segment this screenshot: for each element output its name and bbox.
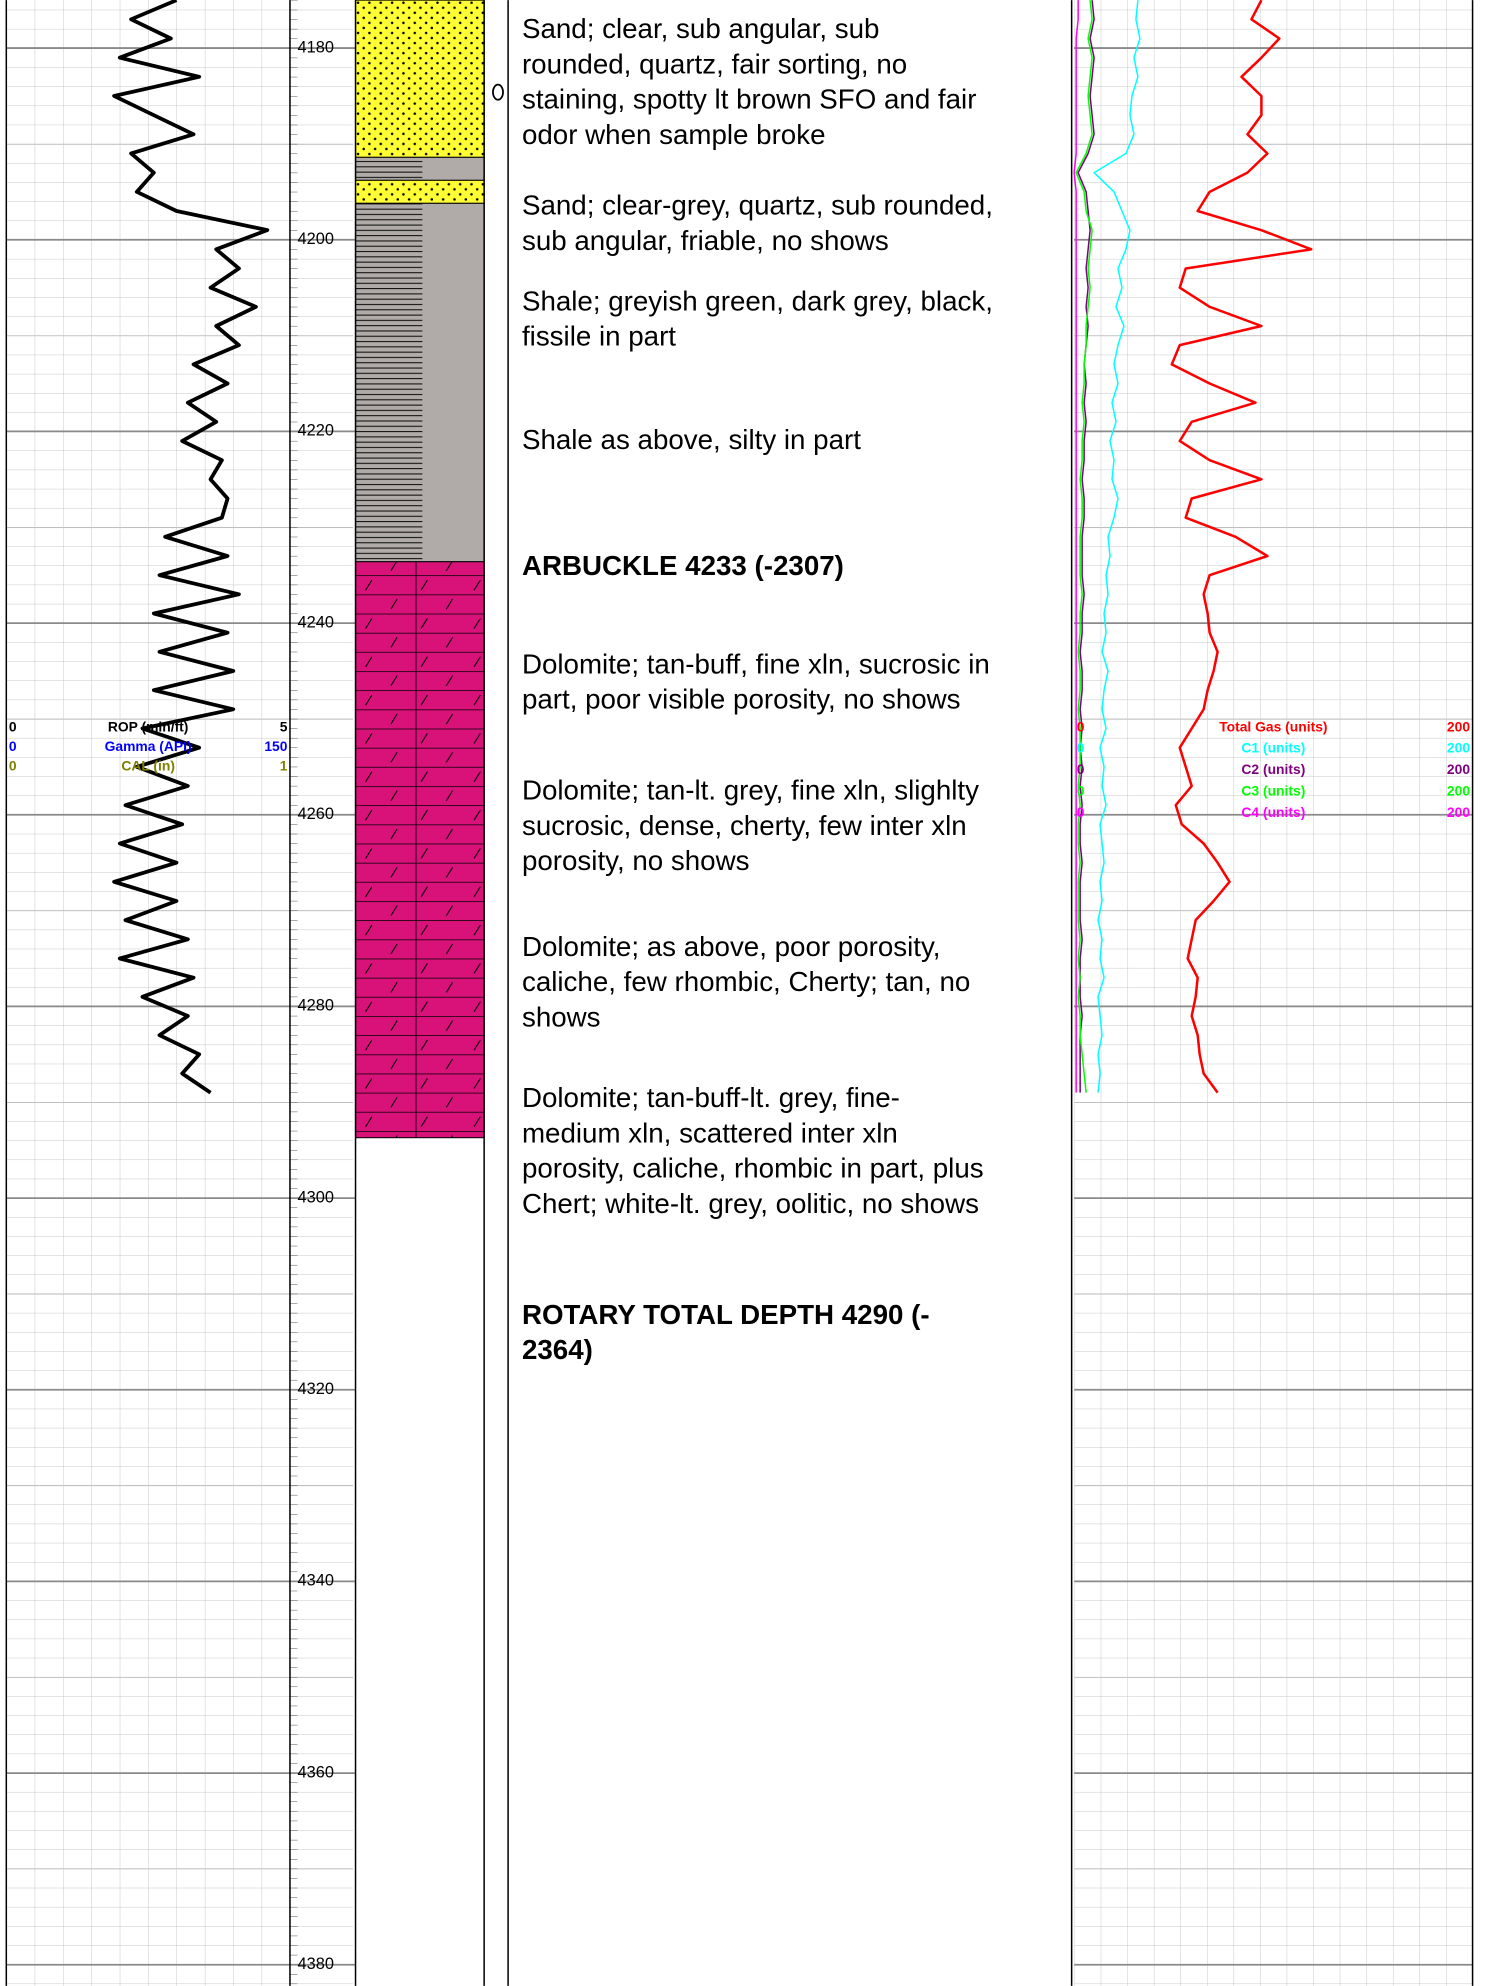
- vertical-grid: [1074, 0, 1473, 1986]
- description-line: Shale; greyish green, dark grey, black,: [522, 285, 993, 316]
- depth-label: 4280: [298, 997, 334, 1015]
- lithology-pattern: [355, 0, 485, 158]
- description-line: Dolomite; tan-lt. grey, fine xln, slighl…: [522, 774, 979, 805]
- description-line: Shale as above, silty in part: [522, 424, 861, 455]
- scale-headers: 0 ROP (min/ft) 5 0 Gamma (API) 150 0 CAL (in) 1 0…: [9, 718, 1471, 820]
- description-line: medium xln, scattered inter xln: [522, 1117, 898, 1148]
- scale-min: 0: [1077, 804, 1085, 820]
- curves: [112, 0, 1313, 1095]
- scale-max: 200: [1447, 740, 1470, 756]
- description-line: Sand; clear, sub angular, sub: [522, 13, 880, 44]
- description-line: caliche, few rhombic, Cherty; tan, no: [522, 966, 970, 997]
- scale-min: 0: [1077, 740, 1085, 756]
- log-curve: [1170, 0, 1313, 1094]
- log-curve: [112, 0, 270, 1095]
- scale-max: 5: [280, 718, 288, 734]
- scale-name: C1 (units): [1241, 740, 1305, 756]
- depth-label: 4300: [298, 1188, 334, 1206]
- scale-name: Total Gas (units): [1219, 718, 1327, 734]
- lithology-pattern: [355, 179, 485, 204]
- description-line: shows: [522, 1001, 601, 1032]
- description-line: sucrosic, dense, cherty, few inter xln: [522, 810, 967, 841]
- description-line: odor when sample broke: [522, 119, 826, 150]
- depth-label: 4180: [298, 38, 334, 56]
- scale-min: 0: [9, 738, 17, 754]
- show-symbol: [492, 83, 504, 101]
- description-line: porosity, caliche, rhombic in part, plus: [522, 1153, 984, 1184]
- depth-label: 4360: [298, 1763, 334, 1781]
- depth-label: 4320: [298, 1380, 334, 1398]
- scale-max: 1: [280, 757, 288, 773]
- log-curve: [1077, 0, 1095, 1093]
- depth-label: 4200: [298, 230, 334, 248]
- description-line: part, poor visible porosity, no shows: [522, 684, 961, 715]
- scale-min: 0: [9, 757, 17, 773]
- scale-max: 200: [1447, 783, 1470, 799]
- scale-name: C3 (units): [1241, 783, 1305, 799]
- scale-min: 0: [9, 718, 17, 734]
- description-line: fissile in part: [522, 321, 676, 352]
- description-line: Dolomite; as above, poor porosity,: [522, 931, 941, 962]
- depth-label: 4240: [298, 613, 334, 631]
- description-line: porosity, no shows: [522, 845, 750, 876]
- scale-min: 0: [1077, 761, 1085, 777]
- log-curve: [1073, 0, 1079, 1093]
- description-line: rounded, quartz, fair sorting, no: [522, 48, 907, 79]
- track-borders: [5, 0, 1474, 1986]
- scale-max: 150: [264, 738, 287, 754]
- scale-name: CAL (in): [121, 757, 175, 773]
- description-line: 2364): [522, 1334, 593, 1365]
- description-line: ARBUCKLE 4233 (-2307): [522, 550, 844, 581]
- descriptions: Sand; clear, sub angular, sub rounded, qu…: [522, 13, 993, 1365]
- description-line: Dolomite; tan-buff, fine xln, sucrosic i…: [522, 648, 990, 679]
- log-curve: [1075, 0, 1093, 1093]
- scale-name: C4 (units): [1241, 804, 1305, 820]
- lithology-pattern: [355, 202, 485, 563]
- scale-name: ROP (min/ft): [108, 718, 189, 734]
- description-line: Sand; clear-grey, quartz, sub rounded,: [522, 189, 993, 220]
- depth-label: 4220: [298, 422, 334, 440]
- scale-max: 200: [1447, 761, 1470, 777]
- scale-max: 200: [1447, 718, 1470, 734]
- scale-name: C2 (units): [1241, 761, 1305, 777]
- lithology-pattern: [355, 561, 485, 1139]
- description-line: Dolomite; tan-buff-lt. grey, fine-: [522, 1082, 900, 1113]
- scale-name: Gamma (API): [105, 738, 192, 754]
- scale-min: 0: [1077, 718, 1085, 734]
- depth-minor-ticks: [289, 0, 303, 1986]
- description-line: ROTARY TOTAL DEPTH 4290 (-: [522, 1299, 930, 1330]
- depth-ticks: 4180 4200 4220 4240 4260 4280 4300 4320 4340 4360…: [6, 38, 1473, 1973]
- scale-max: 200: [1447, 804, 1470, 820]
- scale-min: 0: [1077, 783, 1085, 799]
- lithology-column: [355, 0, 485, 1139]
- depth-label: 4340: [298, 1572, 334, 1590]
- log-curve: [1093, 0, 1141, 1093]
- description-line: staining, spotty lt brown SFO and fair: [522, 84, 977, 115]
- depth-label: 4260: [298, 805, 334, 823]
- lithology-pattern: [355, 156, 485, 181]
- description-line: Chert; white-lt. grey, oolitic, no shows: [522, 1188, 979, 1219]
- description-line: sub angular, friable, no shows: [522, 225, 889, 256]
- depth-label: 4380: [298, 1955, 334, 1973]
